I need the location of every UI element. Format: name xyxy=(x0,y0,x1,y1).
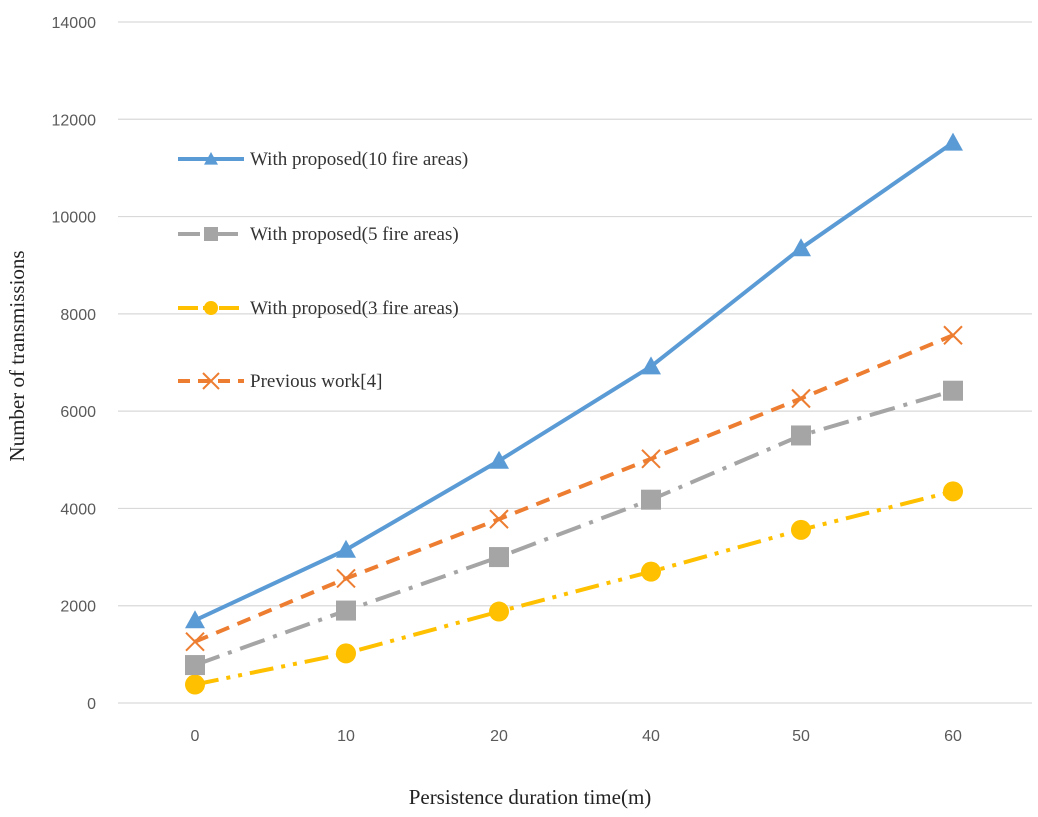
data-point xyxy=(336,539,356,558)
data-point xyxy=(641,561,661,582)
x-tick-label: 50 xyxy=(792,728,810,745)
legend: With proposed(10 fire areas) With propose… xyxy=(178,149,468,392)
legend-marker xyxy=(204,227,218,241)
series-1 xyxy=(185,132,963,629)
data-point xyxy=(641,449,661,469)
data-point xyxy=(791,388,811,409)
series-2 xyxy=(185,380,963,676)
data-point xyxy=(943,132,963,151)
x-tick-label: 60 xyxy=(944,728,962,745)
x-axis-title: Persistence duration time(m) xyxy=(409,785,652,809)
data-point xyxy=(943,380,963,401)
x-tick-label: 40 xyxy=(642,728,660,745)
legend-marker xyxy=(204,152,218,165)
legend-item: With proposed(5 fire areas) xyxy=(178,224,459,245)
y-tick-label: 8000 xyxy=(60,307,96,324)
data-point xyxy=(489,547,509,568)
data-point xyxy=(791,425,811,446)
data-point xyxy=(489,509,509,529)
y-tick-label: 10000 xyxy=(52,210,97,227)
data-point xyxy=(185,674,205,695)
data-point xyxy=(185,632,205,652)
data-point xyxy=(336,568,356,589)
y-tick-label: 0 xyxy=(87,696,96,713)
series-line xyxy=(194,333,954,644)
series-line xyxy=(194,489,954,687)
data-point xyxy=(943,325,963,345)
y-tick-label: 14000 xyxy=(52,15,97,32)
data-point xyxy=(489,450,509,469)
series-line xyxy=(194,388,954,667)
series-4 xyxy=(185,325,963,652)
y-tick-label: 12000 xyxy=(52,112,97,129)
series-line xyxy=(194,140,955,623)
legend-item: With proposed(10 fire areas) xyxy=(178,149,468,170)
series-lines xyxy=(185,132,963,695)
x-tick-label: 10 xyxy=(337,728,355,745)
data-point xyxy=(641,489,661,510)
data-point xyxy=(185,655,205,676)
series-3 xyxy=(185,481,963,695)
y-axis-title: Number of transmissions xyxy=(5,250,29,461)
y-tick-label: 4000 xyxy=(60,501,96,518)
legend-label: With proposed(5 fire areas) xyxy=(250,224,459,245)
legend-label: With proposed(10 fire areas) xyxy=(250,149,468,170)
data-point xyxy=(791,238,811,257)
y-axis-ticks: 0 2000 4000 6000 8000 10000 12000 14000 xyxy=(52,15,97,713)
data-point xyxy=(641,356,661,375)
legend-label: Previous work[4] xyxy=(250,371,382,392)
legend-marker xyxy=(204,301,218,315)
legend-marker xyxy=(202,372,220,390)
data-point xyxy=(489,601,509,622)
x-axis-ticks: 0 10 20 40 50 60 xyxy=(191,728,962,745)
data-point xyxy=(791,519,811,540)
gridlines xyxy=(118,21,1032,704)
legend-label: With proposed(3 fire areas) xyxy=(250,298,459,319)
data-point xyxy=(185,610,205,629)
legend-item: With proposed(3 fire areas) xyxy=(178,298,459,319)
x-tick-label: 20 xyxy=(490,728,508,745)
x-tick-label: 0 xyxy=(191,728,200,745)
data-point xyxy=(943,481,963,502)
y-tick-label: 2000 xyxy=(60,599,96,616)
y-tick-label: 6000 xyxy=(60,404,96,421)
data-point xyxy=(336,643,356,664)
legend-item: Previous work[4] xyxy=(178,371,382,392)
data-point xyxy=(336,600,356,621)
